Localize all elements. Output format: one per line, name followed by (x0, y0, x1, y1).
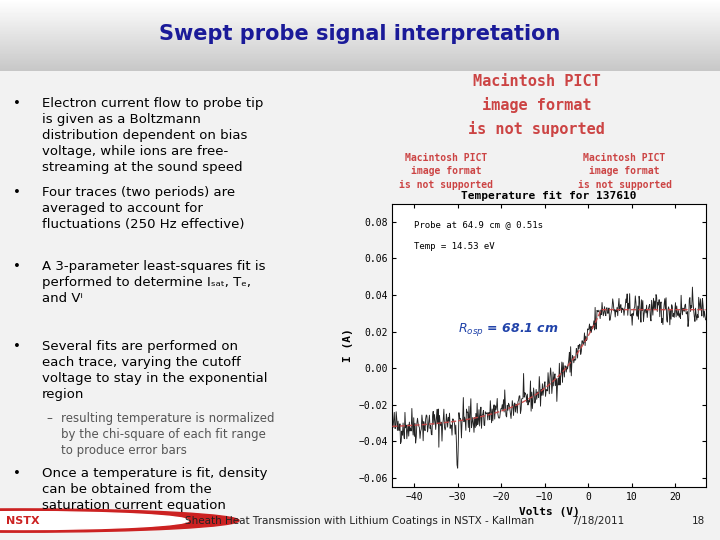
Text: –: – (47, 411, 53, 425)
Circle shape (0, 511, 189, 530)
Circle shape (0, 509, 239, 532)
Text: NSTX: NSTX (6, 516, 40, 525)
Text: Swept probe signal interpretation: Swept probe signal interpretation (159, 24, 561, 44)
Text: •: • (13, 340, 21, 353)
Text: 18: 18 (692, 516, 705, 525)
Text: Several fits are performed on
each trace, varying the cutoff
voltage to stay in : Several fits are performed on each trace… (42, 340, 267, 401)
Text: Sheath Heat Transmission with Lithium Coatings in NSTX - Kallman: Sheath Heat Transmission with Lithium Co… (186, 516, 534, 525)
Text: Probe at 64.9 cm @ 0.51s: Probe at 64.9 cm @ 0.51s (414, 220, 543, 230)
Text: Macintosh PICT
image format
is not supported: Macintosh PICT image format is not suppo… (400, 153, 493, 190)
Y-axis label: I (A): I (A) (343, 328, 353, 362)
X-axis label: Volts (V): Volts (V) (518, 508, 580, 517)
Text: resulting temperature is normalized
by the chi-square of each fit range
to produ: resulting temperature is normalized by t… (61, 411, 275, 457)
Text: A 3-parameter least-squares fit is
performed to determine Iₛₐₜ, Tₑ,
and Vⁱ: A 3-parameter least-squares fit is perfo… (42, 260, 265, 305)
Text: Temp = 14.53 eV: Temp = 14.53 eV (414, 242, 495, 251)
Text: Electron current flow to probe tip
is given as a Boltzmann
distribution dependen: Electron current flow to probe tip is gi… (42, 97, 263, 174)
Text: •: • (13, 260, 21, 273)
Text: Once a temperature is fit, density
can be obtained from the
saturation current e: Once a temperature is fit, density can b… (42, 467, 267, 512)
Text: •: • (13, 467, 21, 480)
Text: Macintosh PICT
image format
is not supported: Macintosh PICT image format is not suppo… (577, 153, 672, 190)
Title: Temperature fit for 137610: Temperature fit for 137610 (462, 191, 636, 201)
Text: $R_{osp}$ = 68.1 cm: $R_{osp}$ = 68.1 cm (458, 321, 558, 338)
Text: •: • (13, 186, 21, 199)
Text: Macintosh PICT
image format
is not suported: Macintosh PICT image format is not supor… (468, 74, 605, 137)
Text: Four traces (two periods) are
averaged to account for
fluctuations (250 Hz effec: Four traces (two periods) are averaged t… (42, 186, 244, 231)
Text: 7/18/2011: 7/18/2011 (571, 516, 624, 525)
Text: •: • (13, 97, 21, 110)
